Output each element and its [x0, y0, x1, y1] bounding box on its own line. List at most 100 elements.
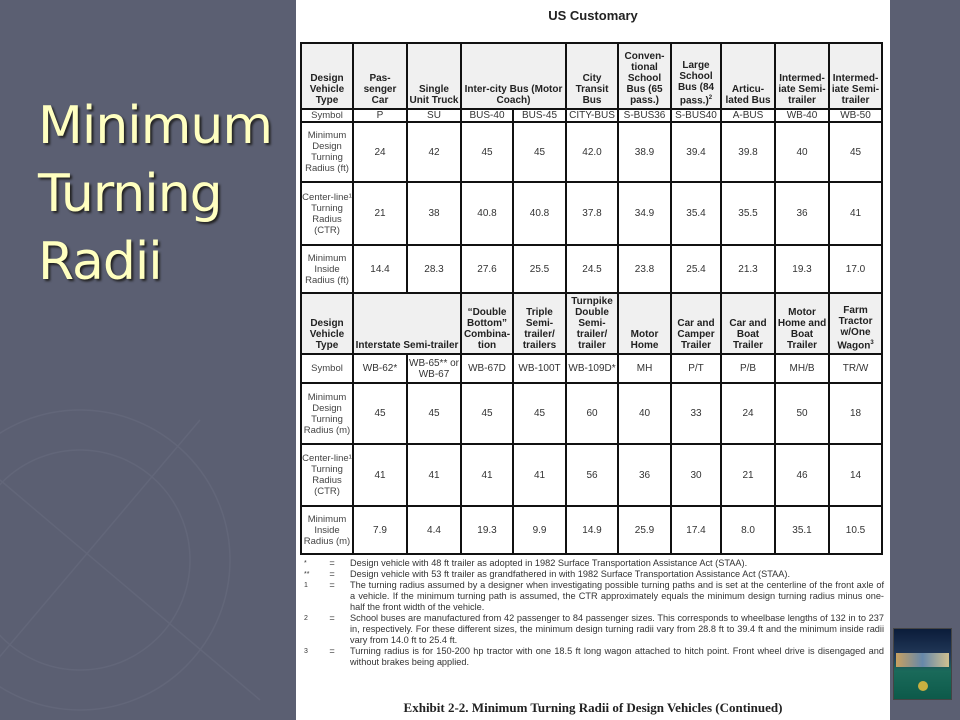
column-header-text: Design Vehicle Type: [309, 73, 345, 106]
row-label: Symbol: [300, 108, 354, 123]
table-cell: 42: [406, 121, 462, 183]
column-header: Articu-lated Bus: [720, 42, 777, 110]
row-label: Center-line¹ Turning Radius (CTR): [300, 443, 354, 507]
table-cell: 25.5: [511, 244, 568, 295]
column-header: Triple Semi-trailer/ trailers: [512, 292, 568, 355]
column-header-text: Single Unit Truck: [409, 84, 459, 106]
document-image: US Customary Design Vehicle Type Pas-seng…: [296, 0, 890, 720]
table-cell: 37.8: [565, 181, 620, 246]
column-header: Motor Home: [617, 292, 673, 355]
column-header: Single Unit Truck: [406, 42, 462, 110]
table-cell: 40.8: [511, 181, 568, 246]
table-row: Minimum Design Turning Radius (ft) 24 42 45…: [300, 121, 884, 183]
table-cell: 25.9: [617, 505, 673, 555]
table-cell: 4.4: [405, 505, 463, 555]
table-cell: 23.8: [617, 244, 673, 295]
table-cell: 45: [828, 121, 884, 183]
table-cell: 10.5: [828, 505, 884, 555]
column-header-text: Large School Bus (84 pass.): [677, 59, 715, 106]
table-cell: A-BUS: [720, 108, 777, 123]
table-cell: 14.9: [565, 505, 620, 555]
table-cell: WB-40: [774, 108, 831, 123]
column-header-text: Conven-tional School Bus (65 pass.): [624, 51, 665, 106]
document-heading: US Customary: [548, 8, 638, 23]
table-cell: 24: [720, 382, 777, 445]
footnote: 1 = The turning radius assumed by a design…: [304, 580, 884, 613]
column-header-text: Farm Tractor w/One Wagon: [837, 304, 873, 351]
footnote-mark: 1: [304, 582, 308, 589]
exhibit-caption: Exhibit 2-2. Minimum Turning Radii of De…: [403, 700, 783, 715]
footnote-text: Design vehicle with 48 ft trailer as ado…: [350, 558, 748, 568]
footnote-text: Design vehicle with 53 ft trailer as gra…: [350, 569, 791, 579]
column-header: Car and Boat Trailer: [720, 292, 777, 355]
table-cell: 25.4: [670, 244, 723, 295]
table-cell: 42.0: [565, 121, 620, 183]
table-cell: MH/B: [774, 353, 831, 384]
title-line: Radii: [38, 232, 163, 292]
table-cell: 45: [460, 121, 514, 183]
column-header-text: City Transit Bus: [575, 73, 609, 106]
table-cell: 39.4: [670, 121, 723, 183]
table-cell: 41: [460, 443, 515, 507]
us-customary-table-lower: Design Vehicle Type Interstate Semi-trail…: [300, 292, 884, 555]
footnote: 3 = Turning radius is for 150-200 hp tract…: [304, 646, 884, 668]
column-header-text: Intermed-iate Semi-trailer: [778, 73, 826, 106]
table-cell: 60: [565, 382, 620, 445]
equals-sign: =: [329, 613, 335, 623]
table-cell: 21: [720, 443, 777, 507]
table-cell: BUS-45: [511, 108, 568, 123]
column-header: Inter-city Bus (Motor Coach): [459, 42, 568, 110]
footnote-text: The turning radius assumed by a designer…: [350, 580, 884, 612]
row-label: Minimum Inside Radius (m): [300, 505, 354, 555]
table-cell: 30: [670, 443, 723, 507]
book-cover-thumbnail-icon: [893, 628, 952, 700]
table-row: Minimum Design Turning Radius (m) 45 45 45 4…: [300, 382, 884, 445]
table-cell: P/B: [720, 353, 777, 384]
table-cell: WB-50: [828, 108, 884, 123]
table-cell: S-BUS40: [670, 108, 723, 123]
table-cell: 17.0: [828, 244, 884, 295]
table-cell: SU: [406, 108, 462, 123]
footnotes: * = Design vehicle with 48 ft trailer as a…: [304, 558, 884, 668]
footnote-ref: 3: [870, 339, 874, 346]
column-header: Motor Home and Boat Trailer: [774, 292, 831, 355]
column-header-text: Motor Home: [630, 329, 659, 351]
table-cell: WB-67D: [460, 353, 515, 384]
background-decoration: [0, 409, 261, 711]
table-cell: WB-100T: [512, 353, 568, 384]
table-cell: 17.4: [670, 505, 723, 555]
table-row: Symbol WB-62* WB-65** or WB-67 WB-67D WB-100…: [300, 353, 884, 384]
title-line: Turning: [38, 164, 223, 224]
table-cell: 40: [617, 382, 673, 445]
table-cell: S-BUS36: [617, 108, 673, 123]
column-header: Pas-senger Car: [352, 42, 408, 110]
table-cell: MH: [617, 353, 673, 384]
column-header: Car and Camper Trailer: [670, 292, 723, 355]
table-cell: 45: [460, 382, 515, 445]
table-cell: 28.3: [406, 244, 462, 295]
column-header: Turnpike Double Semi-trailer/ trailer: [565, 292, 620, 355]
table-row: Minimum Inside Radius (ft) 14.4 28.3 27.6 25…: [300, 244, 884, 295]
footnote-text: Turning radius is for 150-200 hp tractor…: [350, 646, 884, 667]
equals-sign: =: [329, 558, 335, 568]
table-cell: P/T: [670, 353, 723, 384]
table-cell: 24: [352, 121, 408, 183]
row-label: Symbol: [300, 353, 354, 384]
footnote-mark: *: [304, 560, 307, 567]
table-cell: P: [352, 108, 408, 123]
table-cell: 7.9: [352, 505, 408, 555]
table-cell: 50: [774, 382, 831, 445]
column-header-text: Turnpike Double Semi-trailer/ trailer: [571, 296, 613, 351]
table-cell: 14.4: [352, 244, 408, 295]
footnote: ** = Design vehicle with 53 ft trailer as …: [304, 569, 884, 580]
table-cell: 14: [828, 443, 884, 507]
table-row: Symbol P SU BUS-40 BUS-45 CITY-BUS S-BUS36 S-BU…: [300, 108, 884, 123]
table-cell: 38: [406, 181, 462, 246]
table-cell: 19.3: [460, 505, 515, 555]
column-header: Farm Tractor w/One Wagon3: [828, 292, 884, 355]
row-label: Minimum Design Turning Radius (ft): [300, 121, 354, 183]
table-cell: 56: [565, 443, 620, 507]
footnote-mark: 2: [304, 615, 308, 622]
column-header-text: Inter-city Bus (Motor Coach): [464, 84, 563, 106]
table-cell: TR/W: [828, 353, 884, 384]
